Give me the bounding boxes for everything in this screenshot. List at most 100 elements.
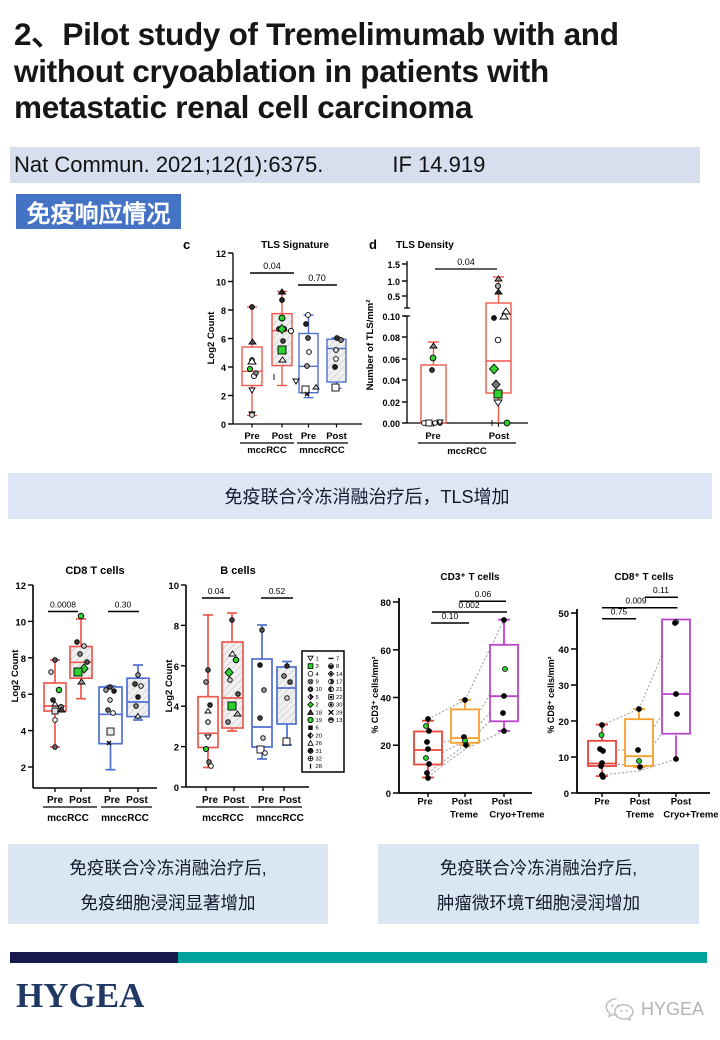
svg-text:Post: Post	[326, 431, 347, 442]
svg-text:1: 1	[316, 656, 319, 662]
svg-text:TLS Signature: TLS Signature	[261, 240, 329, 251]
svg-text:0.5: 0.5	[387, 292, 400, 302]
svg-text:4: 4	[174, 702, 180, 713]
svg-text:0.0008: 0.0008	[50, 600, 76, 610]
svg-text:mnccRCC: mnccRCC	[299, 445, 345, 456]
svg-text:0.04: 0.04	[263, 261, 281, 271]
svg-text:1.0: 1.0	[387, 277, 400, 287]
svg-text:10: 10	[168, 581, 179, 592]
svg-text:2: 2	[221, 392, 226, 402]
svg-text:0.30: 0.30	[115, 600, 132, 610]
svg-text:0.10: 0.10	[442, 611, 459, 621]
svg-text:10: 10	[216, 278, 226, 288]
svg-text:2: 2	[316, 703, 319, 709]
svg-text:0: 0	[564, 789, 569, 800]
svg-text:6: 6	[221, 335, 226, 345]
svg-text:12: 12	[15, 581, 26, 592]
svg-text:Pre: Pre	[425, 431, 440, 442]
svg-text:mccRCC: mccRCC	[202, 813, 244, 824]
svg-text:0.009: 0.009	[625, 596, 647, 606]
svg-text:CD8 T cells: CD8 T cells	[65, 565, 124, 577]
svg-text:Pre: Pre	[417, 797, 432, 808]
svg-text:0.75: 0.75	[611, 607, 628, 617]
svg-text:mnccRCC: mnccRCC	[101, 813, 149, 824]
svg-text:Post: Post	[452, 797, 473, 808]
svg-text:8: 8	[221, 306, 226, 316]
svg-text:30: 30	[558, 681, 569, 692]
svg-text:12: 12	[216, 249, 226, 259]
svg-text:40: 40	[558, 645, 569, 656]
svg-text:Post: Post	[492, 797, 513, 808]
svg-text:0.00: 0.00	[382, 419, 400, 429]
svg-text:Post: Post	[671, 797, 692, 808]
svg-text:Cryo+Treme: Cryo+Treme	[663, 810, 718, 821]
svg-text:% CD3⁺ cells/mm²: % CD3⁺ cells/mm²	[370, 656, 380, 733]
svg-text:26: 26	[316, 741, 322, 747]
svg-text:9: 9	[316, 680, 319, 686]
svg-text:2: 2	[174, 743, 179, 754]
svg-text:31: 31	[316, 749, 322, 755]
svg-text:8: 8	[21, 654, 26, 665]
svg-text:mccRCC: mccRCC	[47, 813, 89, 824]
svg-text:Number of TLS/mm²: Number of TLS/mm²	[365, 300, 376, 391]
svg-text:Treme: Treme	[626, 810, 654, 821]
svg-text:40: 40	[380, 694, 391, 705]
svg-text:Pre: Pre	[202, 795, 219, 806]
svg-text:5: 5	[316, 695, 319, 701]
svg-text:Treme: Treme	[450, 810, 478, 821]
svg-text:Pre: Pre	[244, 431, 259, 442]
svg-text:10: 10	[558, 753, 569, 764]
svg-text:0.06: 0.06	[382, 355, 400, 365]
svg-text:CD3⁺ T cells: CD3⁺ T cells	[440, 572, 500, 583]
svg-text:mccRCC: mccRCC	[447, 446, 487, 457]
svg-text:Log2 Count: Log2 Count	[164, 659, 175, 713]
svg-text:B cells: B cells	[220, 565, 255, 577]
svg-text:d: d	[369, 237, 377, 252]
svg-text:% CD8⁺ cells/mm²: % CD8⁺ cells/mm²	[546, 656, 556, 733]
svg-text:0.08: 0.08	[382, 333, 400, 343]
svg-text:0.02: 0.02	[382, 398, 400, 408]
svg-text:21: 21	[336, 687, 342, 693]
svg-text:0.04: 0.04	[457, 257, 475, 267]
svg-text:10: 10	[316, 687, 322, 693]
svg-text:0: 0	[174, 783, 179, 794]
svg-text:8: 8	[174, 621, 179, 632]
svg-text:2: 2	[21, 763, 26, 774]
svg-text:Post: Post	[223, 795, 245, 806]
svg-text:Log2 Count: Log2 Count	[10, 649, 21, 703]
svg-text:32: 32	[316, 757, 322, 763]
svg-text:0: 0	[221, 420, 226, 430]
svg-text:50: 50	[558, 609, 569, 620]
svg-text:Pre: Pre	[594, 797, 609, 808]
svg-text:Pre: Pre	[258, 795, 275, 806]
svg-text:c: c	[183, 237, 190, 252]
svg-text:Pre: Pre	[104, 795, 121, 806]
svg-text:18: 18	[316, 710, 322, 716]
svg-text:22: 22	[336, 695, 342, 701]
svg-text:Post: Post	[272, 431, 293, 442]
svg-text:29: 29	[336, 710, 342, 716]
svg-text:80: 80	[380, 598, 391, 609]
svg-text:0.04: 0.04	[382, 376, 400, 386]
svg-text:mccRCC: mccRCC	[247, 445, 287, 456]
svg-text:0.06: 0.06	[475, 589, 492, 599]
svg-text:Post: Post	[126, 795, 148, 806]
svg-text:4: 4	[316, 672, 320, 678]
svg-text:TLS Density: TLS Density	[396, 240, 454, 251]
svg-text:7: 7	[336, 656, 339, 662]
svg-text:Post: Post	[489, 431, 510, 442]
svg-text:10: 10	[15, 617, 26, 628]
svg-text:13: 13	[336, 718, 342, 724]
svg-text:CD8⁺ T cells: CD8⁺ T cells	[614, 572, 674, 583]
svg-text:0.10: 0.10	[382, 312, 400, 322]
svg-text:6: 6	[21, 690, 26, 701]
svg-text:Pre: Pre	[47, 795, 64, 806]
svg-text:0.04: 0.04	[208, 586, 225, 596]
svg-text:0.70: 0.70	[308, 273, 326, 283]
svg-text:mnccRCC: mnccRCC	[256, 813, 304, 824]
svg-text:0.52: 0.52	[269, 586, 286, 596]
svg-text:Post: Post	[69, 795, 91, 806]
svg-text:6: 6	[316, 726, 319, 732]
svg-text:28: 28	[316, 764, 322, 770]
svg-text:3: 3	[316, 664, 319, 670]
